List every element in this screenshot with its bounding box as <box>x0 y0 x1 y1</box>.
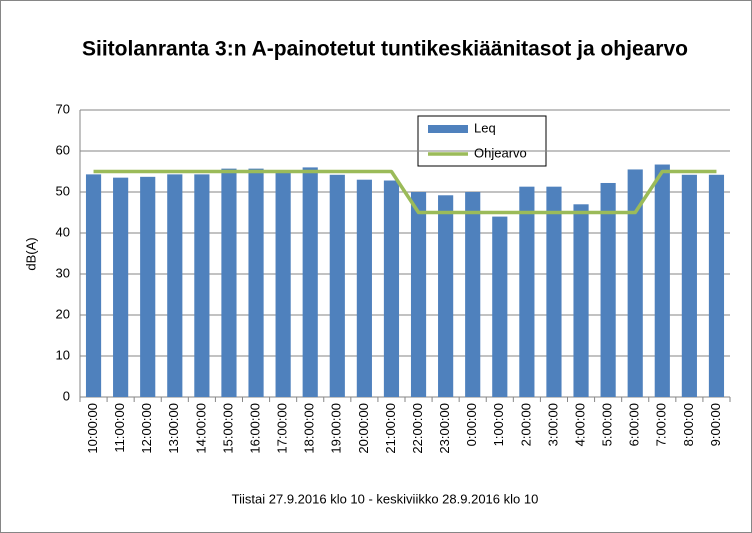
bar <box>465 192 481 397</box>
y-tick-label: 50 <box>56 183 70 198</box>
bar <box>627 169 643 397</box>
x-tick-label: 8:00:00 <box>681 403 696 446</box>
y-tick-label: 30 <box>56 265 70 280</box>
bar <box>221 168 237 397</box>
bar <box>113 177 129 397</box>
legend-box <box>417 115 547 167</box>
bar <box>438 195 454 397</box>
x-tick-label: 14:00:00 <box>193 403 208 454</box>
legend-label: Ohjearvo <box>474 145 527 160</box>
x-tick-label: 19:00:00 <box>329 403 344 454</box>
x-tick-label: 10:00:00 <box>85 403 100 454</box>
x-axis-label: Tiistai 27.9.2016 klo 10 - keskiviikko 2… <box>232 491 539 506</box>
bar <box>356 179 372 397</box>
y-tick-label: 70 <box>56 101 70 116</box>
x-tick-label: 21:00:00 <box>383 403 398 454</box>
bar <box>546 186 562 397</box>
bar <box>600 182 616 397</box>
bar <box>194 174 210 397</box>
bar <box>654 164 670 397</box>
y-tick-label: 40 <box>56 224 70 239</box>
y-tick-label: 20 <box>56 306 70 321</box>
y-tick-label: 60 <box>56 142 70 157</box>
legend-label: Leq <box>474 120 496 135</box>
x-tick-label: 5:00:00 <box>600 403 615 446</box>
x-tick-label: 15:00:00 <box>220 403 235 454</box>
bar <box>140 176 156 397</box>
chart-title: Siitolanranta 3:n A-painotetut tuntikesk… <box>82 38 688 61</box>
x-tick-label: 4:00:00 <box>572 403 587 446</box>
bar <box>410 192 427 397</box>
line <box>93 169 717 215</box>
x-tick-label: 23:00:00 <box>437 403 452 454</box>
x-tick-label: 9:00:00 <box>708 403 723 446</box>
x-tick-label: 22:00:00 <box>410 403 425 454</box>
bar <box>302 167 318 397</box>
bar <box>167 174 183 397</box>
bar <box>519 186 535 397</box>
x-tick-label: 1:00:00 <box>491 403 506 446</box>
x-tick-label: 11:00:00 <box>112 403 127 453</box>
bar <box>681 174 697 397</box>
x-tick-label: 16:00:00 <box>247 403 262 454</box>
x-tick-label: 3:00:00 <box>545 403 560 446</box>
x-tick-label: 13:00:00 <box>166 403 181 454</box>
x-tick-label: 2:00:00 <box>518 403 533 446</box>
x-tick-label: 7:00:00 <box>654 403 669 446</box>
x-tick-label: 18:00:00 <box>302 403 317 454</box>
bar <box>85 174 102 397</box>
x-tick-label: 0:00:00 <box>464 403 479 446</box>
y-tick-label: 0 <box>63 388 70 403</box>
x-tick-label: 6:00:00 <box>627 403 642 446</box>
bar <box>573 204 589 397</box>
bar <box>383 180 400 397</box>
bar <box>708 174 725 397</box>
x-tick-label: 20:00:00 <box>356 403 371 454</box>
x-tick-label: 12:00:00 <box>139 403 154 454</box>
x-tick-label: 17:00:00 <box>275 403 290 454</box>
bar <box>492 216 508 397</box>
legend-swatch <box>428 125 468 133</box>
y-tick-label: 10 <box>56 347 70 362</box>
bar <box>275 172 291 397</box>
bar <box>248 168 264 397</box>
y-axis-label: dB(A) <box>23 237 38 270</box>
bar <box>329 174 345 397</box>
